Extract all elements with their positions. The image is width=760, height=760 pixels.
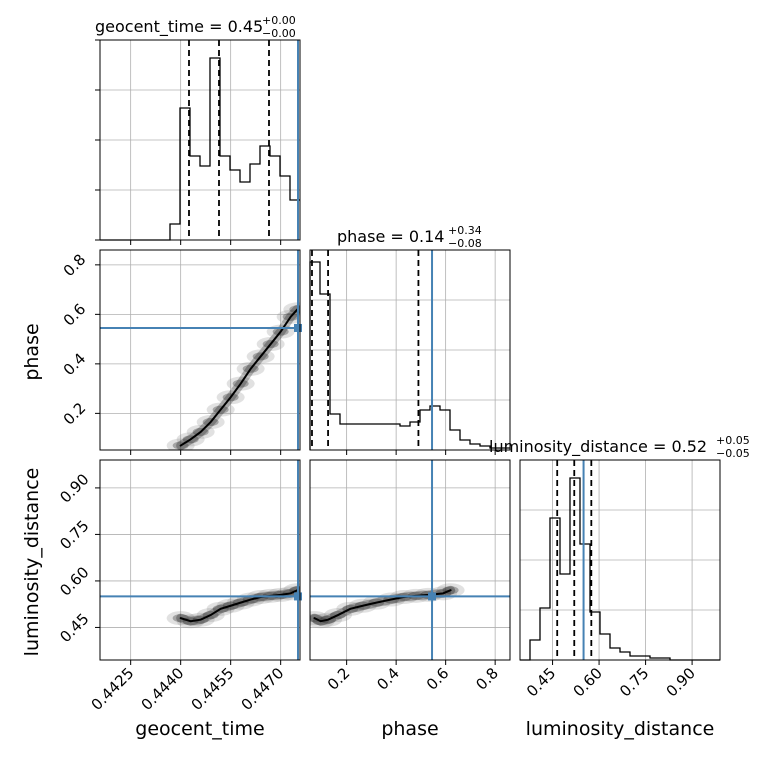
x-axis-label-luminosity-distance: luminosity_distance [526, 718, 715, 740]
panel-title-luminosity-distance-sup: +0.05 [716, 434, 750, 447]
panel-geocent_time-vs-luminosity_distance-density [166, 583, 300, 629]
panel-title-luminosity-distance: luminosity_distance = 0.52 [489, 437, 707, 457]
panel-geocent_time-vs-luminosity_distance-frame [99, 459, 301, 661]
panel-title-luminosity-distance-sub: −0.05 [716, 447, 750, 460]
xtick-label-geocent_time-0: 0.4425 [88, 664, 138, 714]
panel-frames [95, 39, 721, 665]
xtick-label-phase-1: 0.4 [373, 664, 403, 694]
panel-phase-vs-luminosity_distance-frame [309, 459, 511, 661]
y-axis-label-luminosity-distance: luminosity_distance [21, 468, 43, 657]
xtick-label-geocent_time-1: 0.4440 [138, 664, 188, 714]
panel-title-geocent-time-sup: +0.00 [262, 14, 296, 27]
panel-title-phase-sub: −0.08 [448, 237, 482, 250]
xtick-label-geocent_time-2: 0.4455 [188, 664, 238, 714]
ytick-label-luminosity_distance-2: 0.75 [56, 517, 92, 553]
panel-phase-frame [309, 249, 511, 451]
panel-geocent_time-vs-phase-injection-marker [294, 323, 302, 332]
panel-geocent_time-vs-phase-frame [99, 249, 301, 451]
chart-text: geocent_time = 0.45 +0.00 −0.00 phase = … [21, 14, 750, 740]
panel-phase-vs-luminosity_distance-density [310, 583, 465, 629]
x-axis-label-geocent-time: geocent_time [135, 718, 264, 740]
ytick-label-phase-1: 0.4 [60, 350, 90, 380]
xtick-label-phase-3: 0.8 [472, 664, 502, 694]
panel-geocent_time-vs-luminosity_distance-injection-marker [294, 592, 302, 601]
xtick-label-luminosity_distance-2: 0.75 [616, 664, 652, 700]
panel-title-phase: phase = 0.14 [337, 227, 444, 246]
ytick-label-luminosity_distance-0: 0.45 [56, 610, 92, 646]
x-axis-label-phase: phase [381, 718, 438, 740]
panel-phase-vs-luminosity_distance-density-blob-0 [310, 611, 329, 626]
y-axis-label-phase: phase [21, 323, 43, 380]
panel-phase-histogram [309, 261, 510, 450]
xtick-label-luminosity_distance-3: 0.90 [663, 664, 699, 700]
ytick-label-phase-3: 0.8 [60, 251, 90, 281]
panel-title-geocent-time-sub: −0.00 [262, 27, 296, 40]
panel-luminosity_distance-frame [519, 459, 721, 661]
ytick-label-phase-2: 0.6 [60, 300, 90, 330]
panel-title-phase-sup: +0.34 [448, 224, 482, 237]
xtick-label-luminosity_distance-0: 0.45 [523, 664, 559, 700]
panel-geocent_time-vs-phase-density-blob-12 [283, 302, 300, 317]
panel-phase-vs-luminosity_distance-injection-marker [428, 592, 437, 601]
chart-marks [100, 40, 720, 661]
xtick-label-phase-0: 0.2 [324, 664, 354, 694]
xtick-label-geocent_time-3: 0.4470 [238, 664, 288, 714]
ytick-label-luminosity_distance-1: 0.60 [56, 563, 92, 599]
tick-labels: 0.4425 0.4440 0.4455 0.4470 0.2 0.4 0.6 0.8 0.45… [56, 251, 699, 714]
grid-lines [100, 40, 720, 660]
ytick-label-luminosity_distance-3: 0.90 [56, 470, 92, 506]
panel-geocent_time-vs-luminosity_distance-contour-inner [179, 589, 299, 623]
xtick-label-luminosity_distance-1: 0.60 [570, 664, 606, 700]
panel-geocent_time-vs-phase-density [166, 302, 300, 450]
panel-luminosity_distance-histogram [520, 477, 720, 661]
xtick-label-phase-2: 0.6 [423, 664, 453, 694]
panel-title-geocent-time: geocent_time = 0.45 [95, 17, 263, 37]
ytick-label-phase-0: 0.2 [60, 399, 90, 429]
panel-geocent_time-vs-phase-contour-inner [179, 308, 299, 447]
panel-geocent_time-histogram [100, 57, 300, 241]
